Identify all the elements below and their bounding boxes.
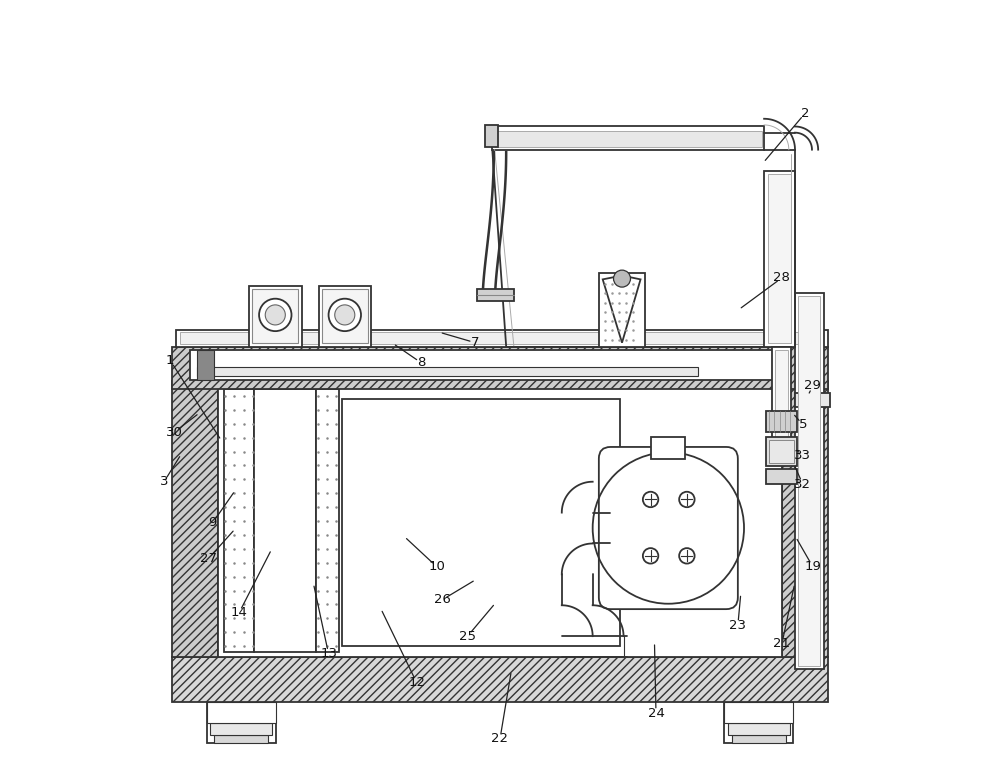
Bar <box>172 657 828 702</box>
Text: 22: 22 <box>491 732 508 746</box>
Bar <box>176 329 828 346</box>
Bar <box>477 288 514 301</box>
Text: 28: 28 <box>773 271 790 284</box>
Bar <box>342 399 620 646</box>
Text: 12: 12 <box>408 676 425 689</box>
Bar <box>210 723 272 735</box>
Bar <box>492 126 764 150</box>
Bar <box>214 735 268 742</box>
Text: 24: 24 <box>648 707 664 720</box>
Bar <box>197 350 214 380</box>
Circle shape <box>329 298 361 331</box>
Bar <box>795 393 830 407</box>
Bar <box>728 723 790 735</box>
Bar <box>766 411 797 432</box>
Text: 25: 25 <box>459 629 476 642</box>
Bar <box>768 174 791 343</box>
Bar <box>775 350 788 440</box>
Text: 9: 9 <box>209 516 217 529</box>
Circle shape <box>679 492 695 507</box>
Bar <box>207 702 276 723</box>
Bar <box>724 702 793 723</box>
Text: 13: 13 <box>320 647 337 660</box>
Bar <box>599 274 645 346</box>
Bar <box>485 125 498 146</box>
Circle shape <box>679 548 695 563</box>
Bar <box>207 703 276 742</box>
Text: 8: 8 <box>417 356 425 370</box>
Text: 2: 2 <box>801 107 809 120</box>
Text: 14: 14 <box>231 607 247 619</box>
Bar <box>795 292 824 670</box>
Bar <box>724 703 793 742</box>
Bar <box>197 367 698 376</box>
Bar <box>769 440 794 463</box>
Text: 33: 33 <box>794 449 811 462</box>
Bar <box>495 131 762 146</box>
Bar <box>224 389 254 652</box>
Circle shape <box>643 548 658 563</box>
Circle shape <box>643 492 658 507</box>
Circle shape <box>335 305 355 325</box>
Bar <box>782 381 828 657</box>
Text: 19: 19 <box>804 560 821 574</box>
Text: 27: 27 <box>200 553 217 566</box>
Text: 21: 21 <box>773 637 790 650</box>
Bar <box>172 381 218 657</box>
Circle shape <box>259 298 291 331</box>
Text: 23: 23 <box>729 619 746 632</box>
Bar <box>190 350 778 380</box>
Bar <box>316 389 339 652</box>
Text: 7: 7 <box>471 336 480 350</box>
Bar <box>732 735 786 742</box>
Text: 26: 26 <box>434 594 451 606</box>
Bar <box>252 289 298 343</box>
Bar <box>798 296 820 666</box>
Circle shape <box>614 270 631 287</box>
Bar <box>764 170 795 346</box>
Bar <box>772 346 791 443</box>
Text: 1: 1 <box>166 354 175 367</box>
FancyBboxPatch shape <box>599 447 738 609</box>
Bar <box>322 289 368 343</box>
Polygon shape <box>603 276 641 343</box>
Text: 10: 10 <box>428 560 445 574</box>
Bar <box>254 389 316 652</box>
Bar <box>249 286 302 346</box>
Bar <box>180 332 820 344</box>
Bar <box>319 286 371 346</box>
Bar <box>766 469 797 484</box>
Text: 29: 29 <box>804 380 821 392</box>
Bar <box>651 437 685 459</box>
Text: 3: 3 <box>160 475 168 488</box>
Bar <box>218 381 782 657</box>
Text: 32: 32 <box>794 477 811 491</box>
Bar <box>766 437 797 467</box>
Bar <box>172 346 828 389</box>
Circle shape <box>265 305 285 325</box>
Text: 30: 30 <box>166 425 183 439</box>
Text: 5: 5 <box>798 418 807 431</box>
